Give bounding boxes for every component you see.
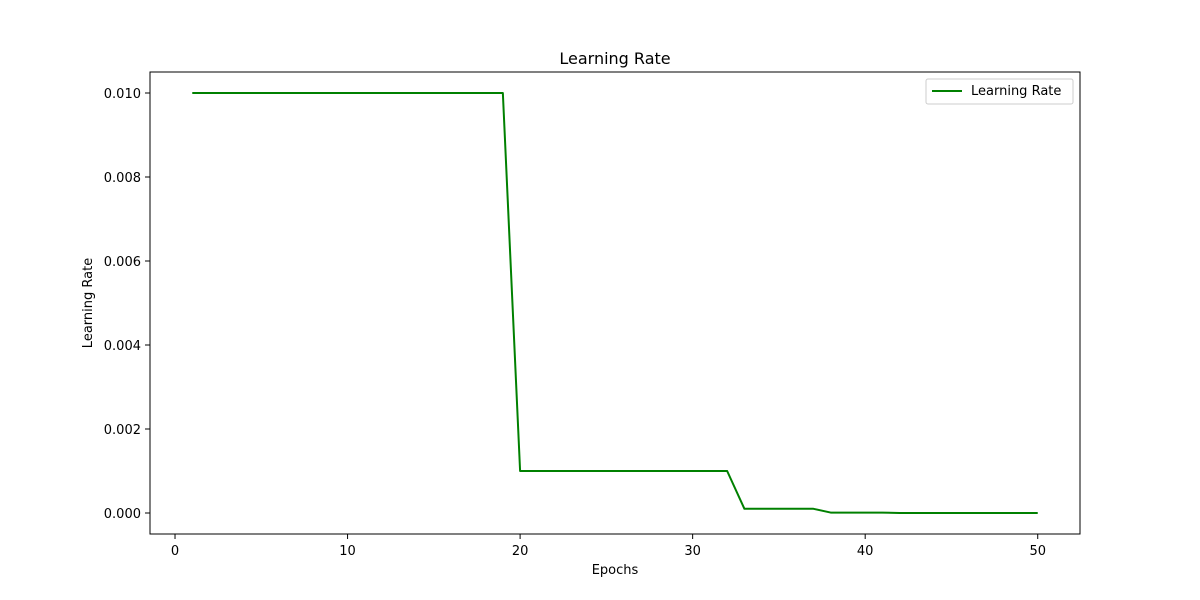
axes-frame — [149, 71, 1081, 535]
x-tick-label: 20 — [512, 544, 529, 559]
x-axis: 0 10 20 30 40 50 — [171, 534, 1046, 559]
y-tick-label: 0.002 — [104, 423, 141, 438]
y-tick-label: 0.010 — [104, 87, 141, 102]
x-axis-label: Epochs — [592, 563, 639, 578]
y-tick-label: 0.008 — [104, 171, 141, 186]
y-tick-label: 0.000 — [104, 507, 141, 522]
chart-title: Learning Rate — [559, 49, 670, 68]
y-axis: 0.000 0.002 0.004 0.006 0.008 0.010 — [104, 87, 150, 522]
y-tick-label: 0.006 — [104, 255, 141, 270]
legend-box — [925, 78, 1074, 105]
legend[interactable]: Learning Rate — [925, 78, 1074, 105]
y-axis-label: Learning Rate — [81, 258, 96, 348]
x-tick-label: 50 — [1029, 544, 1046, 559]
plot-area — [192, 92, 1038, 514]
legend-item-learning-rate: Learning Rate — [971, 84, 1061, 99]
x-tick-label: 10 — [339, 544, 356, 559]
y-tick-label: 0.004 — [104, 339, 141, 354]
x-tick-label: 40 — [857, 544, 874, 559]
x-tick-label: 30 — [684, 544, 701, 559]
x-tick-label: 0 — [171, 544, 179, 559]
series-line-learning-rate — [192, 92, 1038, 514]
